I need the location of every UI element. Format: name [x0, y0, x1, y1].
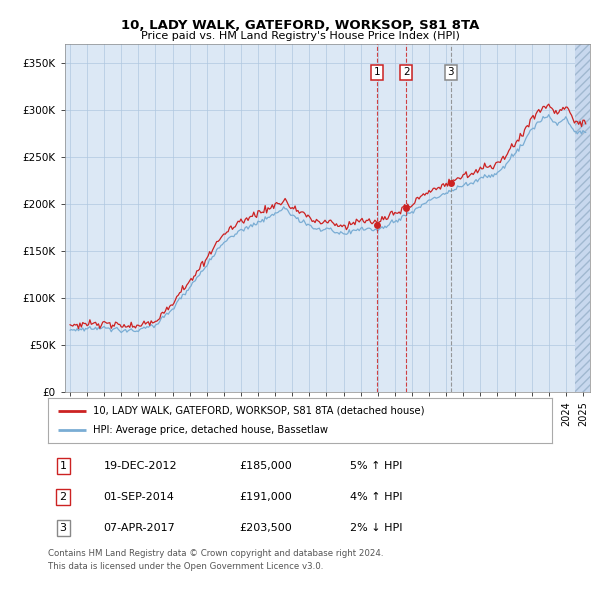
Text: 10, LADY WALK, GATEFORD, WORKSOP, S81 8TA: 10, LADY WALK, GATEFORD, WORKSOP, S81 8T…: [121, 19, 479, 32]
Text: 3: 3: [59, 523, 67, 533]
Text: 1: 1: [59, 461, 67, 471]
Text: 19-DEC-2012: 19-DEC-2012: [103, 461, 177, 471]
Text: 2: 2: [59, 492, 67, 502]
Text: 01-SEP-2014: 01-SEP-2014: [103, 492, 175, 502]
Text: £203,500: £203,500: [239, 523, 292, 533]
Text: Contains HM Land Registry data © Crown copyright and database right 2024.: Contains HM Land Registry data © Crown c…: [48, 549, 383, 558]
Text: 5% ↑ HPI: 5% ↑ HPI: [350, 461, 403, 471]
Bar: [575, 44, 590, 392]
Text: 1: 1: [374, 67, 380, 77]
Text: 10, LADY WALK, GATEFORD, WORKSOP, S81 8TA (detached house): 10, LADY WALK, GATEFORD, WORKSOP, S81 8T…: [94, 406, 425, 415]
Text: 2% ↓ HPI: 2% ↓ HPI: [350, 523, 403, 533]
Text: HPI: Average price, detached house, Bassetlaw: HPI: Average price, detached house, Bass…: [94, 425, 328, 435]
Text: £191,000: £191,000: [239, 492, 292, 502]
Text: Price paid vs. HM Land Registry's House Price Index (HPI): Price paid vs. HM Land Registry's House …: [140, 31, 460, 41]
Text: 2: 2: [403, 67, 410, 77]
Text: 07-APR-2017: 07-APR-2017: [103, 523, 175, 533]
Text: £185,000: £185,000: [239, 461, 292, 471]
Text: This data is licensed under the Open Government Licence v3.0.: This data is licensed under the Open Gov…: [48, 562, 323, 571]
Text: 3: 3: [448, 67, 454, 77]
Text: 4% ↑ HPI: 4% ↑ HPI: [350, 492, 403, 502]
